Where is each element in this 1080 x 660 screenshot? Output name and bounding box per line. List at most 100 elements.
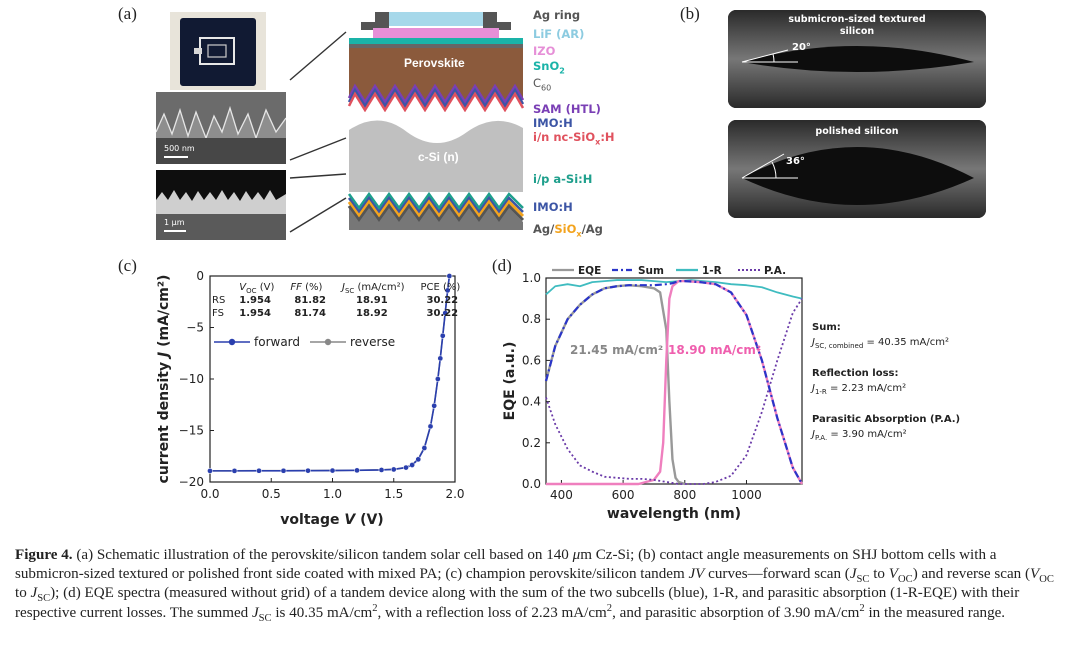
label-inc-main: i/n nc-SiO (533, 130, 596, 144)
jv-point-forward (444, 287, 451, 294)
jv-point-forward (354, 467, 360, 474)
eqe-chart: 400 600 800 1000 0.0 0.2 0.4 0.6 0.8 1.0 EQE Sum… (502, 265, 804, 522)
sem-image-top: 500 nm (156, 92, 286, 164)
row-rs-ff: 81.82 (294, 295, 327, 306)
note-refl-value-line: J1-R = 2.23 mA/cm² (812, 383, 906, 396)
jv-ytick-label: −10 (179, 372, 204, 386)
label-ag-bot-sub: x (576, 229, 582, 239)
caption-t3: curves—forward scan ( (704, 566, 850, 583)
hdr-ff-unit: (%) (301, 282, 323, 293)
caption-t5: ) and reverse scan ( (912, 566, 1031, 583)
caption-t10: , and parasitic absorption of 3.90 mA/cm (612, 604, 860, 621)
legend-1r: 1-R (702, 265, 722, 277)
eqe-ytick-label: 0.6 (522, 353, 541, 367)
note-pa-sub: P.A. (814, 434, 828, 442)
note-sum-val: = 40.35 mA/cm² (863, 337, 950, 348)
textured-angle: 20° (792, 42, 811, 53)
jv-point-forward (435, 376, 441, 382)
caption-j3: J (251, 604, 259, 621)
label-imo-top: IMO:H (533, 116, 573, 130)
row-fs-pce: 30.22 (426, 308, 459, 319)
jv-point-forward (421, 445, 428, 451)
hdr-voc-unit: (V) (256, 282, 275, 293)
izo-layer (373, 28, 499, 38)
note-pa-heading: Parasitic Absorption (P.A.) (812, 414, 961, 425)
eqe-xtick-label: 1000 (731, 488, 762, 502)
label-inc-tail: :H (600, 130, 615, 144)
row-rs-label: RS (212, 295, 226, 306)
csi-label: c-Si (n) (418, 150, 459, 164)
label-sam: SAM (HTL) (533, 102, 601, 116)
jv-point-forward (305, 467, 311, 474)
row-rs-voc: 1.954 (239, 295, 271, 306)
label-c60-main: C (533, 76, 542, 90)
note-refl-sub: 1-R (814, 388, 827, 396)
jv-table-header-ff: FF (%) (280, 282, 332, 295)
label-sno2-sub: 2 (559, 66, 565, 76)
eqe-xtick-label: 400 (550, 488, 573, 502)
caption-j2: J (30, 585, 38, 602)
caption-t11: in the measured range. (864, 604, 1006, 621)
droplet-polished (728, 120, 986, 218)
row-rs-jsc: 18.91 (356, 295, 388, 306)
label-c60: C60 (533, 76, 551, 92)
eqe-series-one-minus-r (545, 279, 803, 300)
caption-fig: Figure 4. (15, 547, 73, 563)
label-imo-bot: IMO:H (533, 200, 573, 214)
jv-xlabel-main: voltage (280, 512, 344, 528)
eqe-plot-frame (545, 277, 803, 485)
jv-ylabel-var: J (156, 352, 172, 360)
jv-point-forward (231, 468, 238, 474)
panel-label-c: (c) (118, 256, 137, 275)
label-ag-bot-c: /Ag (581, 222, 603, 236)
jv-xtick-label: 2.0 (445, 487, 464, 501)
layer-stack-diagram (347, 12, 525, 230)
row-fs-jsc: 18.92 (356, 308, 388, 319)
caption-sup1: 2 (372, 602, 378, 614)
jv-point-forward (442, 310, 449, 316)
polished-title: polished silicon (815, 126, 899, 137)
jv-table-row-fs: FS 1.954 81.74 18.92 30.22 (212, 308, 466, 321)
eqe-ytick-label: 0.0 (522, 477, 541, 491)
droplet-textured (728, 10, 986, 108)
eqe-annot-top: 21.45 mA/cm² (570, 343, 663, 357)
jv-point-forward (403, 464, 409, 471)
jv-table-corner (212, 282, 231, 295)
note-sum-value-line: JSC, combined = 40.35 mA/cm² (812, 337, 950, 350)
jv-ylabel: current density J (mA/cm²) (156, 275, 172, 484)
jv-xtick-label: 1.5 (384, 487, 403, 501)
sem-bottom-texture (156, 170, 286, 240)
jv-point-forward (280, 467, 287, 474)
scale-bar-bottom: 1 μm (164, 218, 185, 227)
jv-xlabel-unit: (V) (355, 512, 384, 528)
jv-table-header-jsc: JSC (mA/cm²) (332, 282, 410, 295)
eqe-ytick-label: 0.2 (522, 436, 541, 450)
legend-sum: Sum (638, 265, 664, 277)
caption-sup2: 2 (606, 602, 613, 614)
device-photo-image (180, 18, 256, 86)
hdr-voc-main: V (239, 282, 247, 293)
legend-reverse-marker (324, 338, 332, 346)
panel-label-b: (b) (680, 4, 700, 23)
legend-forward-label: forward (254, 335, 300, 349)
jv-ytick-label: 0 (196, 269, 204, 283)
note-pa-var: J (812, 429, 815, 440)
label-ag-bot-b: SiO (554, 222, 577, 236)
caption-v2: V (1030, 566, 1040, 583)
contact-angle-polished: polished silicon 36° (728, 120, 986, 218)
note-sum-heading: Sum: (812, 322, 841, 333)
label-lif: LiF (AR) (533, 27, 585, 41)
caption-mu: μ (572, 547, 581, 563)
eqe-legend: EQE Sum 1-R P.A. (552, 265, 786, 277)
connector-lines (289, 31, 347, 233)
contact-angle-textured: submicron-sized textured silicon 20° (728, 10, 986, 108)
eqe-series-parasitic-absorption (545, 298, 803, 485)
eqe-series-eqe-bottom (546, 279, 804, 486)
sno2-layer (349, 38, 523, 44)
row-fs-label: FS (212, 308, 224, 319)
eqe-xtick-label: 800 (673, 488, 696, 502)
hdr-jsc-main: J (342, 282, 345, 293)
perovskite-label: Perovskite (404, 56, 465, 70)
note-refl-var: J (812, 383, 815, 394)
polished-angle: 36° (786, 156, 805, 167)
